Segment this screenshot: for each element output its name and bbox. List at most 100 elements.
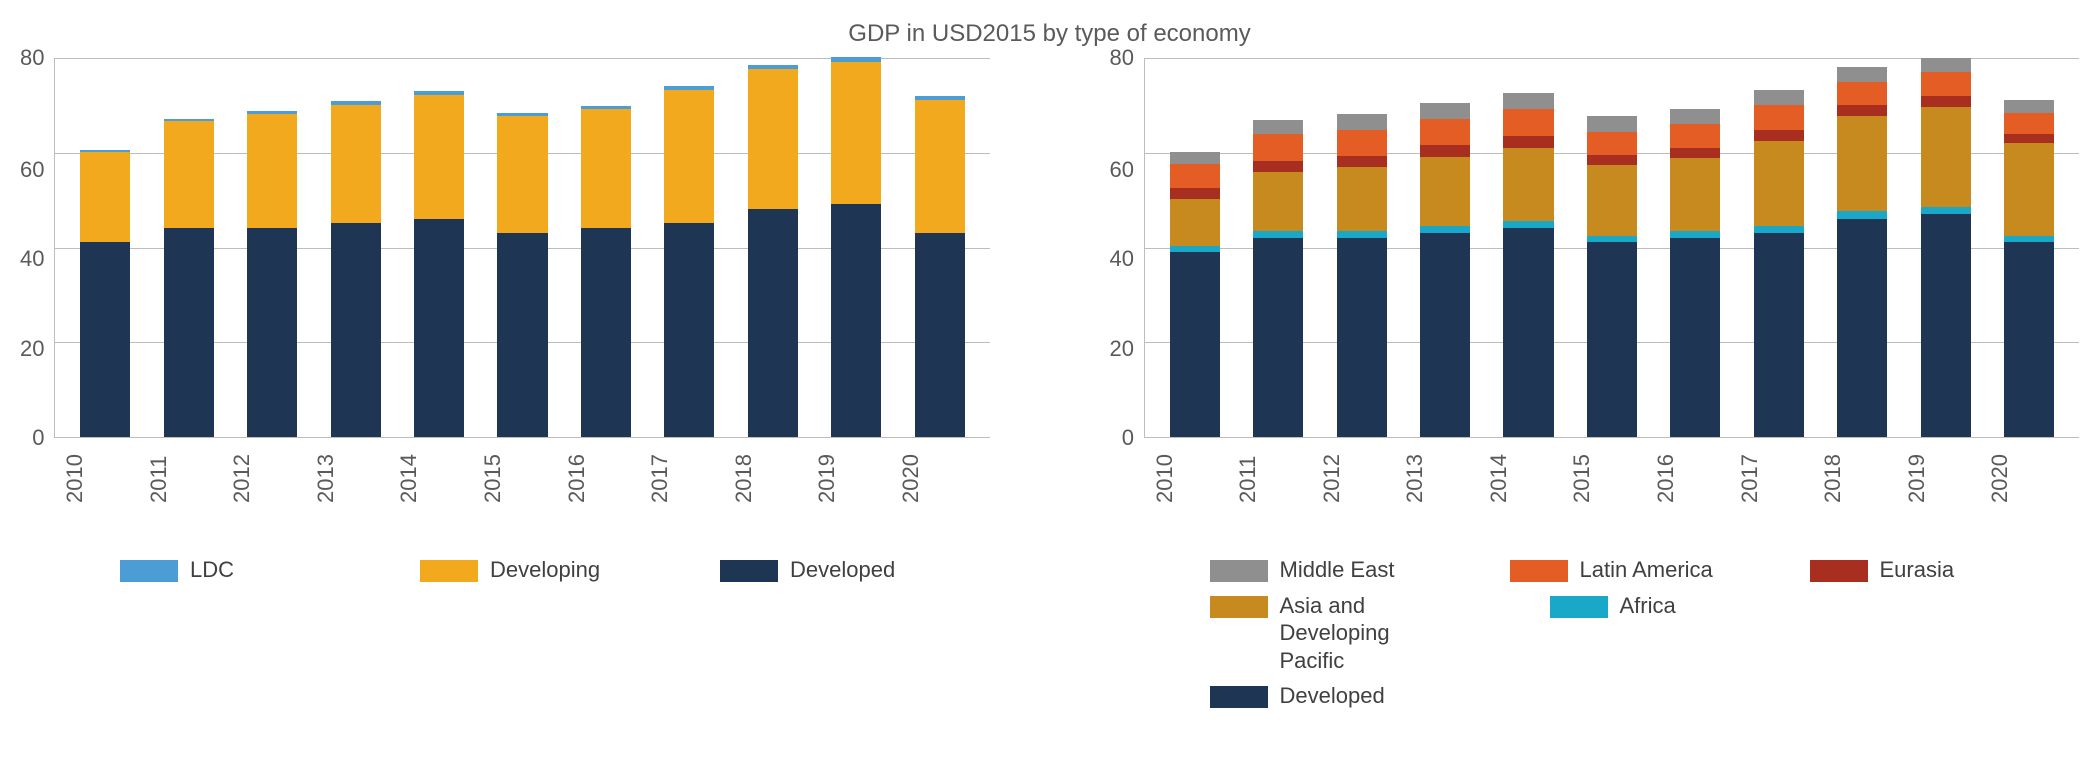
bar [748,65,798,437]
bar-segment-mideast [1921,58,1971,72]
x-tick: 2016 [1653,446,1737,516]
legend-label: Latin America [1580,556,1713,584]
legend-swatch [1210,686,1268,708]
x-tick: 2012 [229,446,313,516]
bar-segment-latam [1253,134,1303,160]
bar-segment-developed [2004,242,2054,437]
legend-label: Africa [1620,592,1676,620]
x-tick: 2019 [814,446,898,516]
bar-segment-developing [414,95,464,219]
bar-segment-latam [1170,164,1220,188]
bar-segment-asia_pac [1837,116,1887,211]
bar-slot [815,58,898,437]
bar-segment-mideast [1670,109,1720,124]
bar [164,119,214,437]
bar-slot [1904,58,1987,437]
bar-slot [648,58,731,437]
bar-segment-latam [1420,119,1470,146]
bar [831,57,881,437]
bar-slot [1821,58,1904,437]
bar-segment-eurasia [1921,96,1971,107]
bar-segment-developed [247,228,297,437]
bar-segment-latam [1837,82,1887,106]
bar-segment-developed [164,228,214,437]
bar-slot [898,58,981,437]
bar-segment-developed [1754,233,1804,437]
bar-segment-mideast [1754,90,1804,105]
bar-segment-eurasia [1754,130,1804,140]
bar-segment-latam [1670,124,1720,148]
x-tick: 2011 [1235,446,1319,516]
legend-item-mideast: Middle East [1210,556,1470,584]
bar-segment-asia_pac [1587,165,1637,236]
bar-slot [230,58,313,437]
bar-segment-asia_pac [1420,157,1470,226]
legend-right: Middle EastLatin AmericaEurasiaAsia andD… [1110,556,2080,710]
bar-segment-mideast [1837,67,1887,82]
y-tick: 80 [20,47,44,69]
y-tick: 20 [1110,338,1134,360]
x-tick: 2020 [898,446,982,516]
bar-segment-africa [1921,207,1971,214]
bar-slot [1236,58,1319,437]
bar-segment-africa [1837,211,1887,218]
bar [915,96,965,437]
bar [80,150,130,437]
y-tick: 0 [32,427,44,449]
bar-segment-developed [915,233,965,437]
bar-segment-latam [2004,113,2054,134]
chart-title: GDP in USD2015 by type of economy [20,20,2079,48]
bar [1337,114,1387,437]
x-tick: 2015 [480,446,564,516]
bar-segment-developing [831,62,881,205]
bar-segment-developing [748,69,798,209]
legend-label: Developing [490,556,600,584]
legend-label: Developed [790,556,895,584]
bar-segment-developed [414,219,464,438]
bar-segment-eurasia [1587,155,1637,165]
plot-area-right [1144,58,2079,438]
x-tick: 2013 [313,446,397,516]
x-tick: 2012 [1319,446,1403,516]
bar-segment-latam [1754,105,1804,130]
bar [331,101,381,437]
bar [1170,152,1220,437]
legend-label: Developed [1280,682,1385,710]
panel-left: 806040200 201020112012201320142015201620… [20,58,990,710]
bar [1253,120,1303,437]
bar-segment-asia_pac [1503,148,1553,222]
bar-segment-latam [1503,109,1553,136]
bar [1503,93,1553,437]
panels-row: 806040200 201020112012201320142015201620… [20,58,2079,710]
bar-segment-latam [1587,132,1637,156]
legend-swatch [1510,560,1568,582]
bar-segment-mideast [1337,114,1387,130]
y-tick: 60 [1110,159,1134,181]
legend-swatch [1550,596,1608,618]
bar-segment-mideast [2004,100,2054,113]
legend-left: LDC Developing Developed [20,556,990,584]
x-tick: 2011 [146,446,230,516]
bar-slot [314,58,397,437]
bar-segment-mideast [1253,120,1303,134]
bar-segment-developed [1253,238,1303,438]
bar-segment-asia_pac [1253,172,1303,231]
x-axis-right: 2010201120122013201420152016201720182019… [1144,438,2080,516]
bar-segment-eurasia [1503,136,1553,148]
legend-item-ldc: LDC [120,556,380,584]
bar-segment-developed [1503,228,1553,437]
bar-segment-asia_pac [1170,199,1220,247]
y-axis-right: 806040200 [1110,58,1144,438]
bar-slot [481,58,564,437]
x-tick: 2020 [1987,446,2071,516]
bar-segment-developed [1921,214,1971,437]
legend-swatch [720,560,778,582]
legend-item-developing: Developing [420,556,680,584]
bar-segment-developed [1337,238,1387,438]
bar-slot [1737,58,1820,437]
bar-slot [564,58,647,437]
legend-item-asia_pac: Asia andDevelopingPacific [1210,592,1510,675]
bar [581,106,631,437]
bar-slot [1320,58,1403,437]
y-tick: 20 [20,338,44,360]
